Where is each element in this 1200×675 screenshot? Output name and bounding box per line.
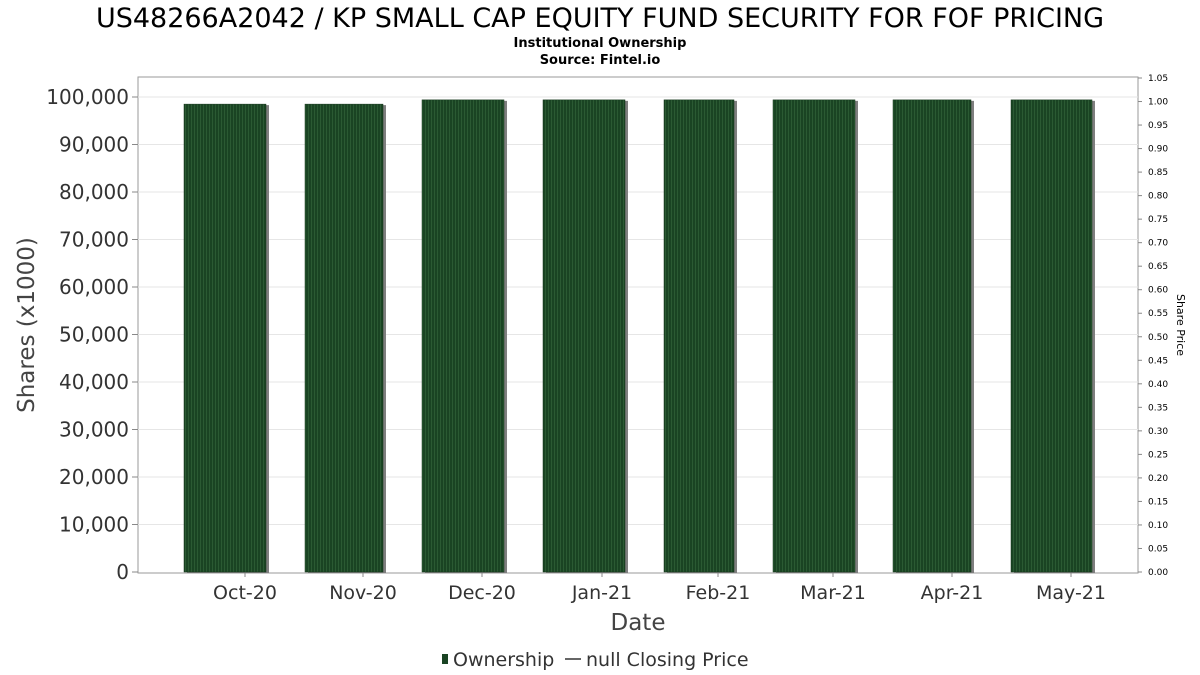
- y2-tick-label: 1.05: [1148, 74, 1168, 84]
- y2-tick-label: 0.20: [1148, 474, 1168, 484]
- plot-area: [137, 76, 1139, 574]
- y-axis-label: Shares (x1000): [14, 237, 40, 413]
- y2-tick-label: 0.95: [1148, 121, 1168, 131]
- y2-tick-label: 0.30: [1148, 427, 1168, 437]
- y2-tick-label: 0.50: [1148, 333, 1168, 343]
- y2-tick-label: 0.10: [1148, 521, 1168, 531]
- y2-tick-label: 1.00: [1148, 98, 1168, 108]
- y-tick-label: 50,000: [59, 323, 129, 347]
- bar-apr-21: [892, 99, 972, 573]
- y2-tick-label: 0.05: [1148, 544, 1168, 554]
- y2-tick-label: 0.75: [1148, 215, 1168, 225]
- y2-tick-label: 0.65: [1148, 262, 1168, 272]
- legend-price-label: null Closing Price: [586, 649, 749, 671]
- y2-tick-label: 0.00: [1148, 568, 1168, 578]
- y2-tick-label: 0.15: [1148, 497, 1168, 507]
- bar-may-21: [1010, 99, 1093, 573]
- y-tick-label: 40,000: [59, 370, 129, 394]
- bar-mar-21: [772, 99, 856, 573]
- legend-ownership-swatch: [442, 654, 448, 664]
- y2-tick-label: 0.45: [1148, 356, 1168, 366]
- x-tick-label: Jan-21: [571, 582, 632, 604]
- y-tick-label: 60,000: [59, 275, 129, 299]
- bar-oct-20: [183, 103, 267, 573]
- y-tick-label: 20,000: [59, 465, 129, 489]
- y-tick-label: 70,000: [59, 228, 129, 252]
- bar-dec-20: [421, 99, 505, 573]
- y2-tick-label: 0.55: [1148, 309, 1168, 319]
- y2-tick-label: 0.80: [1148, 192, 1168, 202]
- y2-tick-label: 0.25: [1148, 450, 1168, 460]
- x-axis-label: Date: [611, 610, 666, 636]
- x-tick-label: Apr-21: [921, 582, 984, 604]
- y-tick-label: 100,000: [46, 85, 129, 109]
- legend: Ownership null Closing Price: [442, 649, 749, 671]
- x-tick-label: Oct-20: [213, 582, 277, 604]
- y-tick-label: 90,000: [59, 133, 129, 157]
- x-tick-label: Dec-20: [448, 582, 516, 604]
- y-tick-label: 10,000: [59, 513, 129, 537]
- y-tick-label: 30,000: [59, 418, 129, 442]
- y2-tick-label: 0.70: [1148, 239, 1168, 249]
- bar-jan-21: [542, 99, 626, 573]
- bar-nov-20: [304, 103, 384, 573]
- y2-tick-label: 0.90: [1148, 145, 1168, 155]
- legend-ownership-label: Ownership: [453, 649, 554, 671]
- y2-tick-label: 0.85: [1148, 168, 1168, 178]
- x-tick-label: Mar-21: [800, 582, 866, 604]
- chart-subtitle: Institutional Ownership: [514, 36, 687, 51]
- y2-tick-label: 0.35: [1148, 403, 1168, 413]
- bars: [183, 99, 1095, 573]
- chart-title: US48266A2042 / KP SMALL CAP EQUITY FUND …: [96, 3, 1104, 34]
- y2-axis-label: Share Price: [1174, 294, 1187, 356]
- y2-tick-label: 0.40: [1148, 380, 1168, 390]
- x-axis-ticks: Oct-20 Nov-20 Dec-20 Jan-21 Feb-21 Mar-21 Apr-…: [213, 573, 1106, 604]
- y-axis-ticks: 0 10,000 20,000 30,000 40,000 50,000 60,000 70,…: [46, 85, 138, 584]
- x-tick-label: Nov-20: [329, 582, 397, 604]
- y2-axis-ticks: 0.00 0.05 0.10 0.15 0.20 0.25 0.30 0.35 0.40 0.45…: [1138, 74, 1168, 578]
- x-tick-label: May-21: [1036, 582, 1106, 604]
- x-tick-label: Feb-21: [686, 582, 751, 604]
- y-tick-label: 0: [116, 560, 129, 584]
- chart-source: Source: Fintel.io: [540, 53, 661, 68]
- bar-feb-21: [663, 99, 735, 573]
- grid-lines: [138, 96, 1138, 525]
- y-tick-label: 80,000: [59, 180, 129, 204]
- y2-tick-label: 0.60: [1148, 286, 1168, 296]
